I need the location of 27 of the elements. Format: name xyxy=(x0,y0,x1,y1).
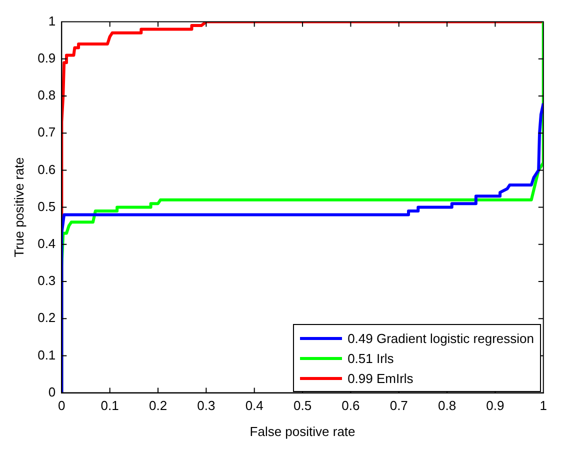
y-tick-label: 0.2 xyxy=(38,310,56,326)
x-tick-label: 0.1 xyxy=(100,398,119,414)
y-axis-title: True positive rate xyxy=(11,157,26,258)
x-tick-label: 1 xyxy=(540,398,547,414)
x-tick-label: 0.6 xyxy=(342,398,360,414)
x-tick-label: 0 xyxy=(58,398,66,414)
y-tick-label: 0 xyxy=(48,384,56,400)
x-tick-label: 0.8 xyxy=(438,398,456,414)
y-tick-label: 0.1 xyxy=(38,347,56,362)
y-tick-label: 0.3 xyxy=(38,273,56,288)
legend-label: 0.99 EmIrls xyxy=(348,370,414,386)
x-tick-label: 0.7 xyxy=(390,398,408,414)
x-tick-label: 0.2 xyxy=(148,398,168,414)
x-axis-title: False positive rate xyxy=(250,424,356,439)
y-tick-label: 1 xyxy=(48,13,56,28)
x-tick-label: 0.4 xyxy=(245,398,264,414)
legend-label: 0.51 Irls xyxy=(348,350,394,366)
x-tick-label: 0.3 xyxy=(197,398,216,414)
y-tick-label: 0.7 xyxy=(38,124,56,140)
y-tick-label: 0.6 xyxy=(38,162,56,177)
legend-label: 0.49 Gradient logistic regression xyxy=(348,330,534,346)
y-tick-label: 0.4 xyxy=(38,236,56,251)
y-tick-label: 0.5 xyxy=(38,198,56,214)
y-tick-label: 0.8 xyxy=(38,88,56,103)
x-tick-label: 0.5 xyxy=(293,398,312,414)
y-tick-label: 0.9 xyxy=(38,50,56,66)
x-tick-label: 0.9 xyxy=(486,398,504,414)
